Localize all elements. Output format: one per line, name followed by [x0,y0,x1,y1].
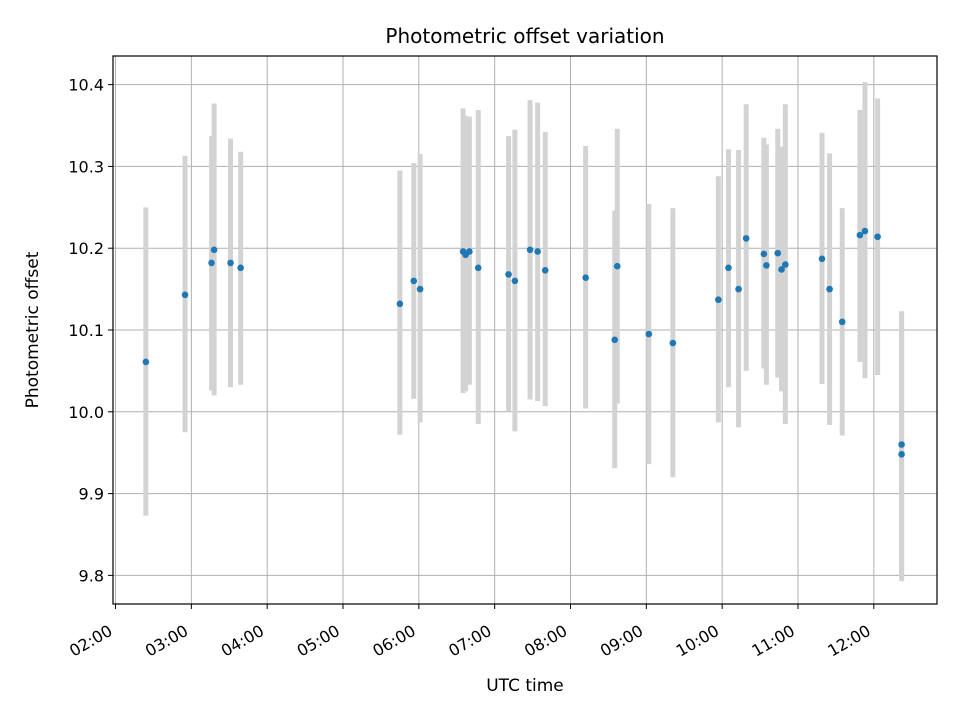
data-point [474,264,482,272]
y-tick-label: 9.9 [79,485,104,504]
data-point [410,277,418,285]
data-point [227,259,234,267]
data-point [725,264,732,272]
y-tick-label: 10.2 [68,239,104,258]
data-point [782,261,789,268]
data-point [505,271,512,278]
data-point [898,451,905,458]
data-point [856,231,864,239]
grid-lines [113,56,937,604]
data-point [861,227,869,235]
data-point [466,248,473,255]
data-point [541,266,549,274]
data-point [181,291,189,299]
x-axis-label: UTC time [486,676,564,696]
data-point [416,285,424,293]
data-point [826,285,833,293]
data-point [898,441,905,448]
data-point [669,339,677,347]
y-tick-label: 10.3 [68,157,104,176]
data-point [611,336,619,344]
y-tick-label: 9.8 [79,566,104,585]
data-point [778,266,785,273]
data-point [760,250,768,258]
chart-title: Photometric offset variation [385,24,664,48]
data-point [874,233,881,241]
data-point [237,264,244,272]
data-point [210,246,218,254]
data-point [526,246,534,254]
y-tick-label: 10.1 [68,321,104,340]
data-point [838,318,846,326]
y-tick-label: 10.4 [68,76,104,95]
data-point [142,358,150,366]
data-point [645,330,653,338]
data-point [774,249,782,257]
data-point [818,255,826,263]
data-point [396,300,404,308]
y-tick-label: 10.0 [68,403,104,422]
data-point [534,248,541,255]
data-point [582,274,589,281]
y-axis-ticks: 9.8 9.9 10.0 10.1 10.2 10.3 10.4 [68,76,113,585]
y-axis-label: Photometric offset [23,251,43,408]
data-point [613,262,621,270]
data-point [763,262,770,269]
data-point [511,277,519,285]
data-point [735,285,742,293]
data-point [208,259,215,267]
data-point [742,235,750,242]
data-point [715,296,722,304]
data-points [142,227,905,458]
